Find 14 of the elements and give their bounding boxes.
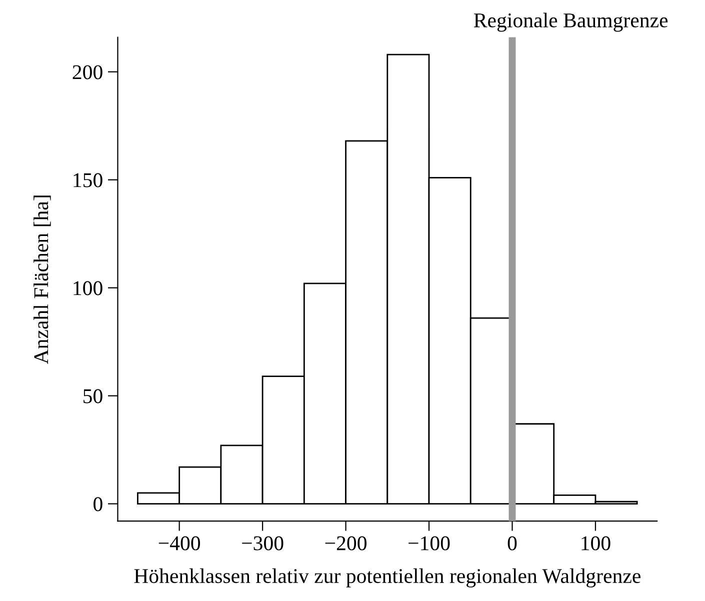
- y-tick-label: 150: [74, 173, 102, 188]
- x-tick-label: −200: [325, 536, 366, 550]
- x-tick-label: −100: [408, 536, 450, 550]
- y-tick-label: 0: [94, 497, 102, 512]
- y-tick-label: 50: [84, 389, 102, 404]
- ref-line-label: Regionale Baumgrenze: [474, 12, 668, 32]
- y-tick-label: 200: [72, 65, 102, 80]
- x-tick-label: −300: [242, 536, 284, 550]
- x-tick-label: 0: [508, 536, 517, 550]
- y-axis-title: Anzahl Flächen [ha]: [34, 196, 51, 364]
- y-tick-label: 100: [74, 281, 102, 296]
- x-axis-title: Höhenklassen relativ zur potentiellen regionalen Waldgrenze: [134, 568, 640, 588]
- x-tick-label: 100: [582, 536, 610, 550]
- x-tick-label: −400: [158, 536, 200, 550]
